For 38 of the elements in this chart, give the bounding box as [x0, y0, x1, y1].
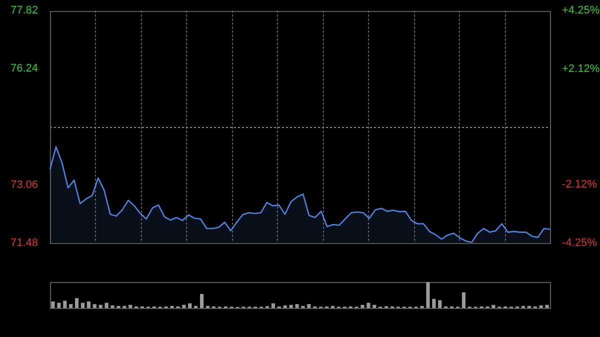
bar: [492, 304, 496, 308]
bar: [438, 300, 442, 308]
bar: [200, 294, 204, 308]
bar: [366, 302, 370, 308]
bar: [104, 302, 108, 308]
bar: [98, 304, 102, 308]
bar: [426, 282, 430, 308]
bar: [51, 302, 55, 308]
y2-tick-label: +2.12%: [562, 62, 600, 75]
y-tick-label: 71.48: [10, 236, 38, 249]
bar: [545, 304, 549, 308]
bar: [539, 305, 543, 308]
bar: [188, 303, 192, 308]
bar: [63, 300, 67, 308]
bar: [69, 304, 73, 308]
bar: [75, 298, 79, 308]
bar: [283, 305, 287, 308]
y-tick-label: 76.24: [10, 62, 38, 74]
bar: [92, 304, 96, 308]
bar: [271, 303, 275, 308]
bar: [57, 302, 61, 308]
y-tick-label: 77.82: [10, 4, 38, 17]
bar: [295, 304, 299, 308]
y2-tick-label: -4.25%: [562, 236, 598, 249]
bar: [307, 304, 311, 308]
bar: [80, 302, 85, 308]
bar: [128, 304, 132, 308]
bar: [110, 305, 114, 308]
bar: [432, 298, 436, 308]
bar: [372, 304, 376, 308]
bar: [182, 304, 186, 308]
y2-tick-label: +4.25%: [562, 4, 600, 17]
y2-tick-label: -2.12%: [562, 178, 598, 191]
bar: [462, 292, 466, 308]
bar: [360, 304, 364, 308]
bar: [86, 302, 90, 308]
bar: [289, 304, 293, 308]
y-tick-label: 73.06: [10, 178, 38, 191]
